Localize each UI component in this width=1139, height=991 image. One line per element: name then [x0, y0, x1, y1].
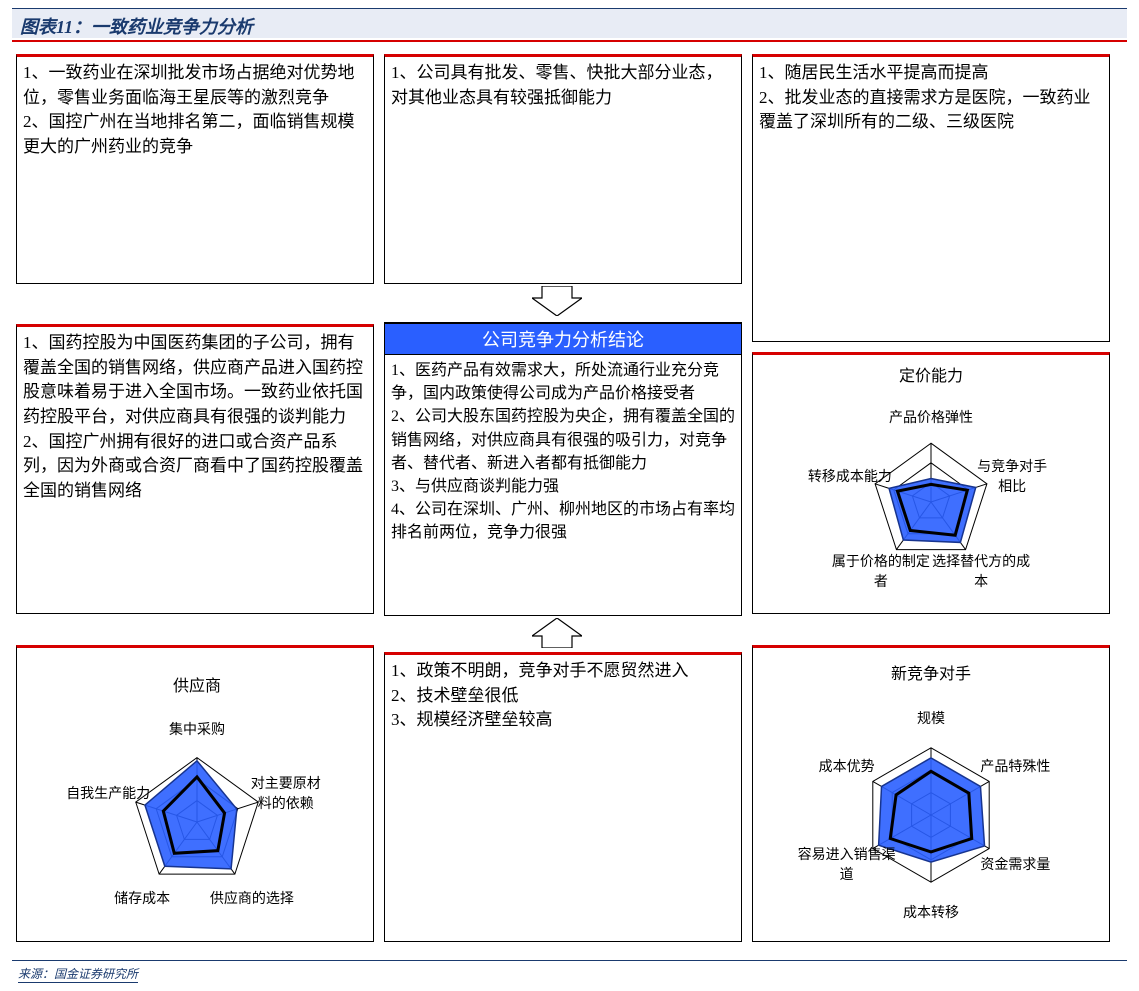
radar-axis-label: 选择替代方的成本 — [926, 551, 1036, 591]
radar-supplier-svg: 集中采购对主要原材料的依赖供应商的选择 储存成本 自我生产能力 — [32, 702, 362, 932]
radar-axis-label: 容易进入销售渠道 — [792, 844, 902, 884]
radar-axis-label: 储存成本 — [114, 888, 170, 908]
box-mid-left-text: 1、国药控股为中国医药集团的子公司，拥有覆盖全国的销售网络，供应商产品进入国药控… — [17, 327, 373, 507]
radar-axis-label: 规模 — [917, 708, 945, 728]
source-text: 来源：国金证券研究所 — [18, 967, 138, 981]
radar-axis-label: 自我生产能力 — [66, 783, 150, 803]
radar-supplier: 供应商 集中采购对主要原材料的依赖供应商的选择 储存成本 自我生产能力 — [32, 672, 362, 932]
radar-axis-label: 成本优势 — [819, 756, 875, 776]
box-bottom-mid: 1、政策不明朗，竞争对手不愿贸然进入 2、技术壁垒很低 3、规模经济壁垒较高 — [384, 652, 742, 942]
chart-title: 图表11：一致药业竞争力分析 — [20, 17, 253, 37]
center-text: 1、医药产品有效需求大，所处流通行业充分竞争，国内政策使得公司成为产品价格接受者… — [385, 355, 741, 549]
radar-axis-label: 与竞争对手相比 — [970, 456, 1054, 496]
radar-pricing-svg: 产品价格弹性与竞争对手相比选择替代方的成本属于价格的制定者 转移成本能力 — [766, 392, 1096, 602]
radar-axis-label: 供应商的选择 — [210, 888, 294, 908]
box-bottom-mid-text: 1、政策不明朗，竞争对手不愿贸然进入 2、技术壁垒很低 3、规模经济壁垒较高 — [385, 655, 741, 737]
center-title: 公司竞争力分析结论 — [385, 323, 741, 355]
radar-axis-label: 转移成本能力 — [808, 466, 892, 486]
radar-axis-label: 产品特殊性 — [980, 756, 1050, 776]
arrow-up-icon — [532, 618, 582, 648]
radar-axis-label: 产品价格弹性 — [889, 407, 973, 427]
source-footer: 来源：国金证券研究所 — [18, 965, 138, 983]
box-top-mid-text: 1、公司具有批发、零售、快批大部分业态，对其他业态具有较强抵御能力 — [385, 57, 741, 114]
radar-axis-label: 资金需求量 — [980, 854, 1050, 874]
box-mid-left: 1、国药控股为中国医药集团的子公司，拥有覆盖全国的销售网络，供应商产品进入国药控… — [16, 324, 374, 614]
box-top-left-text: 1、一致药业在深圳批发市场占据绝对优势地位，零售业务面临海王星辰等的激烈竞争 2… — [17, 57, 373, 164]
box-top-right: 1、随居民生活水平提高而提高 2、批发业态的直接需求方是医院，一致药业覆盖了深圳… — [752, 54, 1110, 342]
radar-competitor-svg: 规模产品特殊性资金需求量成本转移容易进入销售渠道 成本优势 — [766, 690, 1096, 930]
radar-axis-label: 对主要原材料的依赖 — [248, 773, 324, 813]
diagram-content: 1、一致药业在深圳批发市场占据绝对优势地位，零售业务面临海王星辰等的激烈竞争 2… — [12, 40, 1127, 961]
radar-axis-label: 属于价格的制定者 — [826, 551, 936, 591]
box-top-left: 1、一致药业在深圳批发市场占据绝对优势地位，零售业务面临海王星辰等的激烈竞争 2… — [16, 54, 374, 284]
radar-supplier-title: 供应商 — [32, 672, 362, 696]
radar-pricing: 定价能力 产品价格弹性与竞争对手相比选择替代方的成本属于价格的制定者 转移成本能力 — [766, 362, 1096, 602]
radar-axis-label: 成本转移 — [903, 902, 959, 922]
box-center: 公司竞争力分析结论 1、医药产品有效需求大，所处流通行业充分竞争，国内政策使得公… — [384, 322, 742, 616]
radar-competitor-title: 新竞争对手 — [766, 660, 1096, 684]
box-top-right-text: 1、随居民生活水平提高而提高 2、批发业态的直接需求方是医院，一致药业覆盖了深圳… — [753, 57, 1109, 139]
arrow-down-icon — [532, 286, 582, 316]
box-top-mid: 1、公司具有批发、零售、快批大部分业态，对其他业态具有较强抵御能力 — [384, 54, 742, 284]
radar-axis-label: 集中采购 — [169, 719, 225, 739]
chart-header: 图表11：一致药业竞争力分析 — [12, 8, 1127, 38]
radar-competitor: 新竞争对手 规模产品特殊性资金需求量成本转移容易进入销售渠道 成本优势 — [766, 660, 1096, 930]
radar-pricing-title: 定价能力 — [766, 362, 1096, 386]
